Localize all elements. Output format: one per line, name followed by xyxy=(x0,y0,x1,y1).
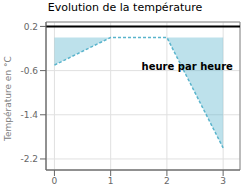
svg-text:2: 2 xyxy=(164,176,170,186)
svg-text:0.2: 0.2 xyxy=(24,22,38,32)
svg-text:3: 3 xyxy=(220,176,226,186)
svg-text:heure par heure: heure par heure xyxy=(142,61,233,72)
svg-text:1: 1 xyxy=(108,176,114,186)
svg-text:Température en °C: Température en °C xyxy=(8,56,13,142)
svg-text:-0.6: -0.6 xyxy=(20,66,38,76)
svg-text:0: 0 xyxy=(52,176,58,186)
svg-text:-2.2: -2.2 xyxy=(20,154,38,164)
svg-text:-1.4: -1.4 xyxy=(20,110,38,120)
html-text:Evolution de la température: Evolution de la température xyxy=(47,1,203,14)
